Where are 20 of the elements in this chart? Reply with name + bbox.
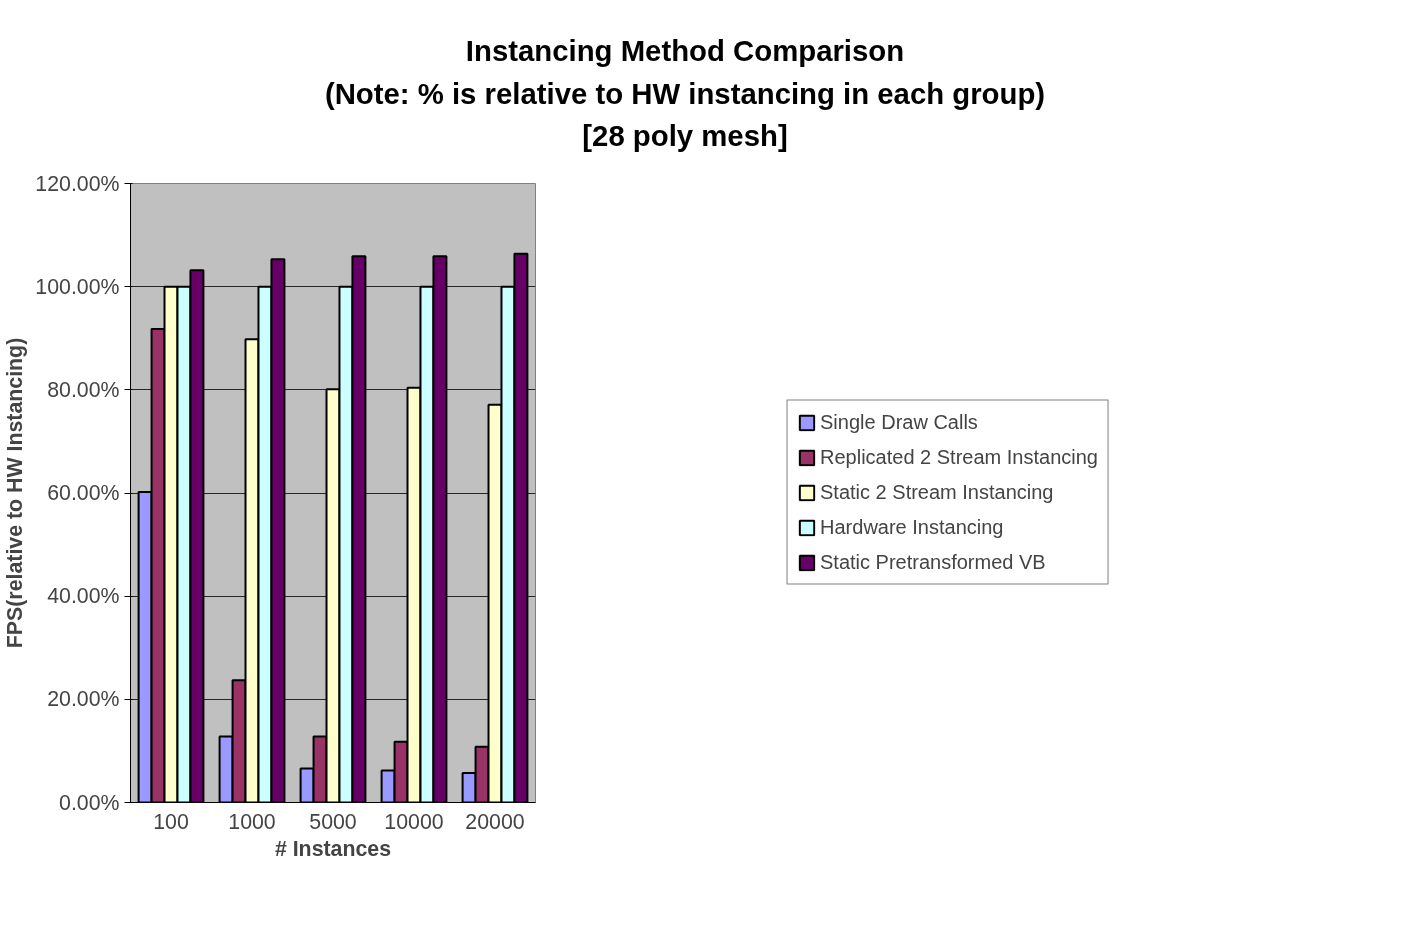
y-tick-label: 80.00%	[47, 377, 120, 402]
x-tick-label: 100	[153, 809, 189, 834]
text: Instancing Method Comparison (Note: % is relative to HW instancing in each group) [28 poly mesh]	[324, 33, 1046, 155]
y-tick-label: 60.00%	[47, 480, 120, 505]
y-tick-label: 0.00%	[59, 790, 120, 815]
y-tick-label: 120.00%	[35, 171, 120, 196]
legend-label: Hardware Instancing	[820, 515, 1004, 539]
x-tick-label: 1000	[228, 809, 276, 834]
x-tick-label: 10000	[384, 809, 444, 834]
y-tick-label: 40.00%	[47, 583, 120, 608]
x-tick-label: 5000	[309, 809, 357, 834]
x-axis-title: # Instances	[274, 836, 392, 861]
y-tick-label: 20.00%	[47, 686, 120, 711]
legend-label: Replicated 2 Stream Instancing	[820, 445, 1098, 469]
y-tick-label: 100.00%	[35, 274, 120, 299]
legend-label: Static Pretransformed VB	[820, 550, 1046, 574]
y-axis-title: FPS(relative to HW Instancing)	[3, 337, 28, 648]
x-tick-label: 20000	[465, 809, 525, 834]
legend-label: Single Draw Calls	[820, 410, 978, 434]
legend-label: Static 2 Stream Instancing	[820, 480, 1054, 504]
